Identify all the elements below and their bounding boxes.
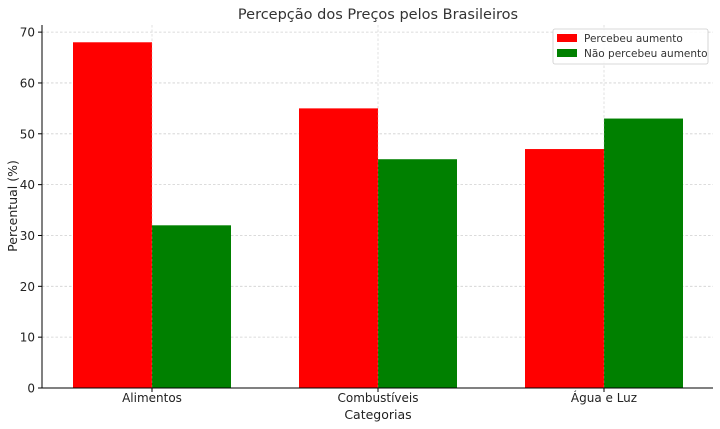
x-tick-label: Alimentos — [122, 391, 182, 405]
bar — [299, 108, 378, 389]
legend-label: Não percebeu aumento — [584, 48, 708, 60]
legend-swatch — [557, 49, 577, 57]
y-tick-label: 40 — [20, 178, 35, 192]
y-tick-label: 10 — [20, 331, 35, 345]
x-tick-label: Combustíveis — [338, 391, 419, 405]
y-tick-label: 70 — [20, 26, 35, 40]
x-tick-label: Água e Luz — [571, 390, 637, 405]
legend-label: Percebeu aumento — [584, 33, 683, 45]
legend-swatch — [557, 34, 577, 42]
bar — [152, 225, 231, 388]
y-tick-label: 60 — [20, 76, 35, 90]
y-tick-label: 50 — [20, 127, 35, 141]
chart-title: Percepção dos Preços pelos Brasileiros — [238, 7, 518, 23]
x-axis-label: Categorias — [344, 407, 411, 422]
legend-frame — [552, 28, 709, 65]
y-tick-label: 30 — [20, 229, 35, 243]
bar — [73, 42, 152, 389]
y-tick-label: 20 — [20, 280, 35, 294]
y-tick-label: 0 — [27, 382, 35, 396]
y-axis-label: Percentual (%) — [5, 160, 20, 252]
ticks: 0 10 20 30 40 50 60 70 Alimentos Combustíveis Água… — [20, 26, 637, 405]
bar — [525, 149, 604, 388]
bars — [73, 25, 683, 389]
legend: Percebeu aumento Não percebeu aumento — [552, 28, 709, 65]
bar — [378, 159, 457, 388]
bar — [604, 118, 683, 389]
